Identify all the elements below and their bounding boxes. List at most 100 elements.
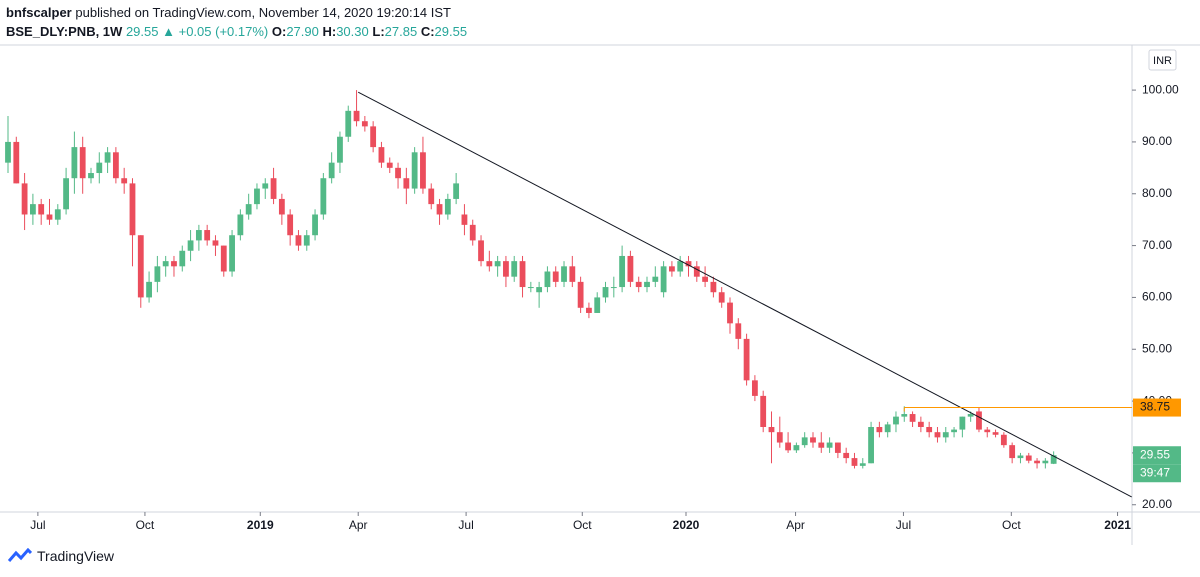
o: 27.90 xyxy=(286,24,319,39)
h: 30.30 xyxy=(336,24,369,39)
candle-body xyxy=(893,416,899,425)
candle-body xyxy=(287,214,294,236)
candle-body xyxy=(627,255,634,282)
candle-body xyxy=(328,162,335,179)
candle-body xyxy=(619,255,626,288)
candle-body xyxy=(951,429,957,433)
candle-body xyxy=(868,426,874,464)
candle-body xyxy=(785,442,791,451)
candle-body xyxy=(851,458,858,466)
logo xyxy=(8,548,32,562)
x-tick-label: Oct xyxy=(136,518,155,532)
candle-body xyxy=(469,224,476,241)
candle-body xyxy=(403,178,410,189)
countdown: 39:47 xyxy=(1140,465,1170,479)
user: bnfscalper xyxy=(6,5,72,20)
arrow: ▲ xyxy=(162,24,175,39)
candle-body xyxy=(428,188,435,205)
logo-mark xyxy=(8,548,32,562)
currency-box xyxy=(1148,49,1177,71)
candle-body xyxy=(494,261,501,267)
candle-body xyxy=(718,292,725,303)
candle-body xyxy=(129,183,136,236)
candle-body xyxy=(876,426,883,433)
candle-body xyxy=(1042,460,1049,464)
candle-body xyxy=(245,204,252,215)
last-price-label: 29.55 xyxy=(1140,447,1170,461)
level-label: 38.75 xyxy=(1140,400,1170,414)
candle-body xyxy=(610,287,617,289)
candle-body xyxy=(801,437,808,446)
last-price-box xyxy=(1133,446,1181,465)
countdown-box xyxy=(1133,464,1181,483)
candle-body xyxy=(478,240,484,262)
candle-body xyxy=(602,287,609,298)
candle-body xyxy=(104,152,111,163)
symbol-line: BSE_DLY:PNB, 1W 29.55 ▲ +0.05 (+0.17%) O… xyxy=(6,22,467,41)
candle-body xyxy=(345,110,352,137)
x-tick-label: Apr xyxy=(786,518,805,532)
candle-body xyxy=(38,204,45,215)
candle-body xyxy=(146,281,152,298)
candle-body xyxy=(710,281,717,293)
x-tick-label: Jul xyxy=(458,518,473,532)
l: 27.85 xyxy=(384,24,418,39)
candle-body xyxy=(411,152,418,189)
candle-body xyxy=(594,297,601,313)
candle-body xyxy=(577,281,584,308)
candle-body xyxy=(660,266,667,293)
x-tick-label: 2020 xyxy=(673,518,700,532)
y-tick-label: 70.00 xyxy=(1142,238,1172,252)
candle-body xyxy=(154,266,161,282)
y-tick-label: 90.00 xyxy=(1142,134,1172,148)
y-tick-label: 60.00 xyxy=(1142,290,1172,304)
candle-body xyxy=(1017,455,1024,459)
x-tick-label: Jul xyxy=(30,518,45,532)
candle-body xyxy=(793,445,800,451)
candle-body xyxy=(121,178,128,184)
candle-body xyxy=(1000,434,1007,446)
candle-body xyxy=(536,287,543,293)
candle-body xyxy=(859,463,866,466)
candle-body xyxy=(652,276,659,282)
candle-body xyxy=(544,271,551,288)
candle-body xyxy=(776,432,783,443)
candle-body xyxy=(917,421,924,427)
candle-body xyxy=(735,323,742,339)
candle-body xyxy=(527,287,534,289)
candle-body xyxy=(760,395,767,427)
candle-body xyxy=(179,250,186,267)
h-label: H: xyxy=(322,24,337,39)
candle-body xyxy=(586,307,592,313)
candle-body xyxy=(934,432,941,438)
candle-body xyxy=(685,261,692,267)
candle-body xyxy=(635,281,642,288)
candle-body xyxy=(884,424,891,433)
candle-body xyxy=(959,416,966,430)
footer: TradingView xyxy=(8,548,114,564)
candle-body xyxy=(54,209,61,220)
candle-body xyxy=(511,261,518,277)
candle-body xyxy=(353,110,360,122)
y-tick-label: 20.00 xyxy=(1142,497,1172,511)
symbol: BSE_DLY:PNB, 1W xyxy=(6,24,123,39)
candle-body xyxy=(677,261,684,272)
brand: TradingView xyxy=(37,548,115,564)
header: bnfscalper published on TradingView.com,… xyxy=(6,3,467,41)
candle-body xyxy=(5,141,11,163)
candle-body xyxy=(843,452,850,459)
x-tick-label: 2021 xyxy=(1104,518,1131,532)
candle-body xyxy=(237,214,244,236)
candle-body xyxy=(21,183,28,215)
change: +0.05 (+0.17%) xyxy=(178,24,269,39)
candle-body xyxy=(262,183,269,189)
candle-body xyxy=(976,411,982,430)
candle-body xyxy=(519,261,526,288)
candle-body xyxy=(569,266,576,282)
candle-body xyxy=(909,414,916,422)
candle-body xyxy=(361,121,368,127)
candle-body xyxy=(303,235,310,246)
candle-body xyxy=(378,147,385,163)
candle-body xyxy=(195,230,202,241)
